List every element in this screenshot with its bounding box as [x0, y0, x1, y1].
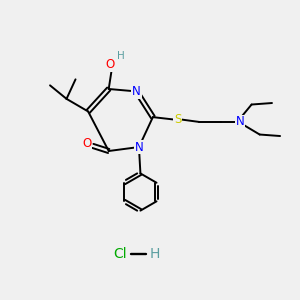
Text: Cl: Cl [113, 247, 127, 260]
Text: H: H [117, 51, 125, 61]
Text: S: S [174, 113, 181, 126]
Text: O: O [106, 58, 115, 71]
Text: H: H [149, 247, 160, 260]
Text: N: N [132, 85, 141, 98]
Text: O: O [82, 137, 92, 150]
Text: N: N [236, 116, 244, 128]
Text: N: N [135, 140, 143, 154]
